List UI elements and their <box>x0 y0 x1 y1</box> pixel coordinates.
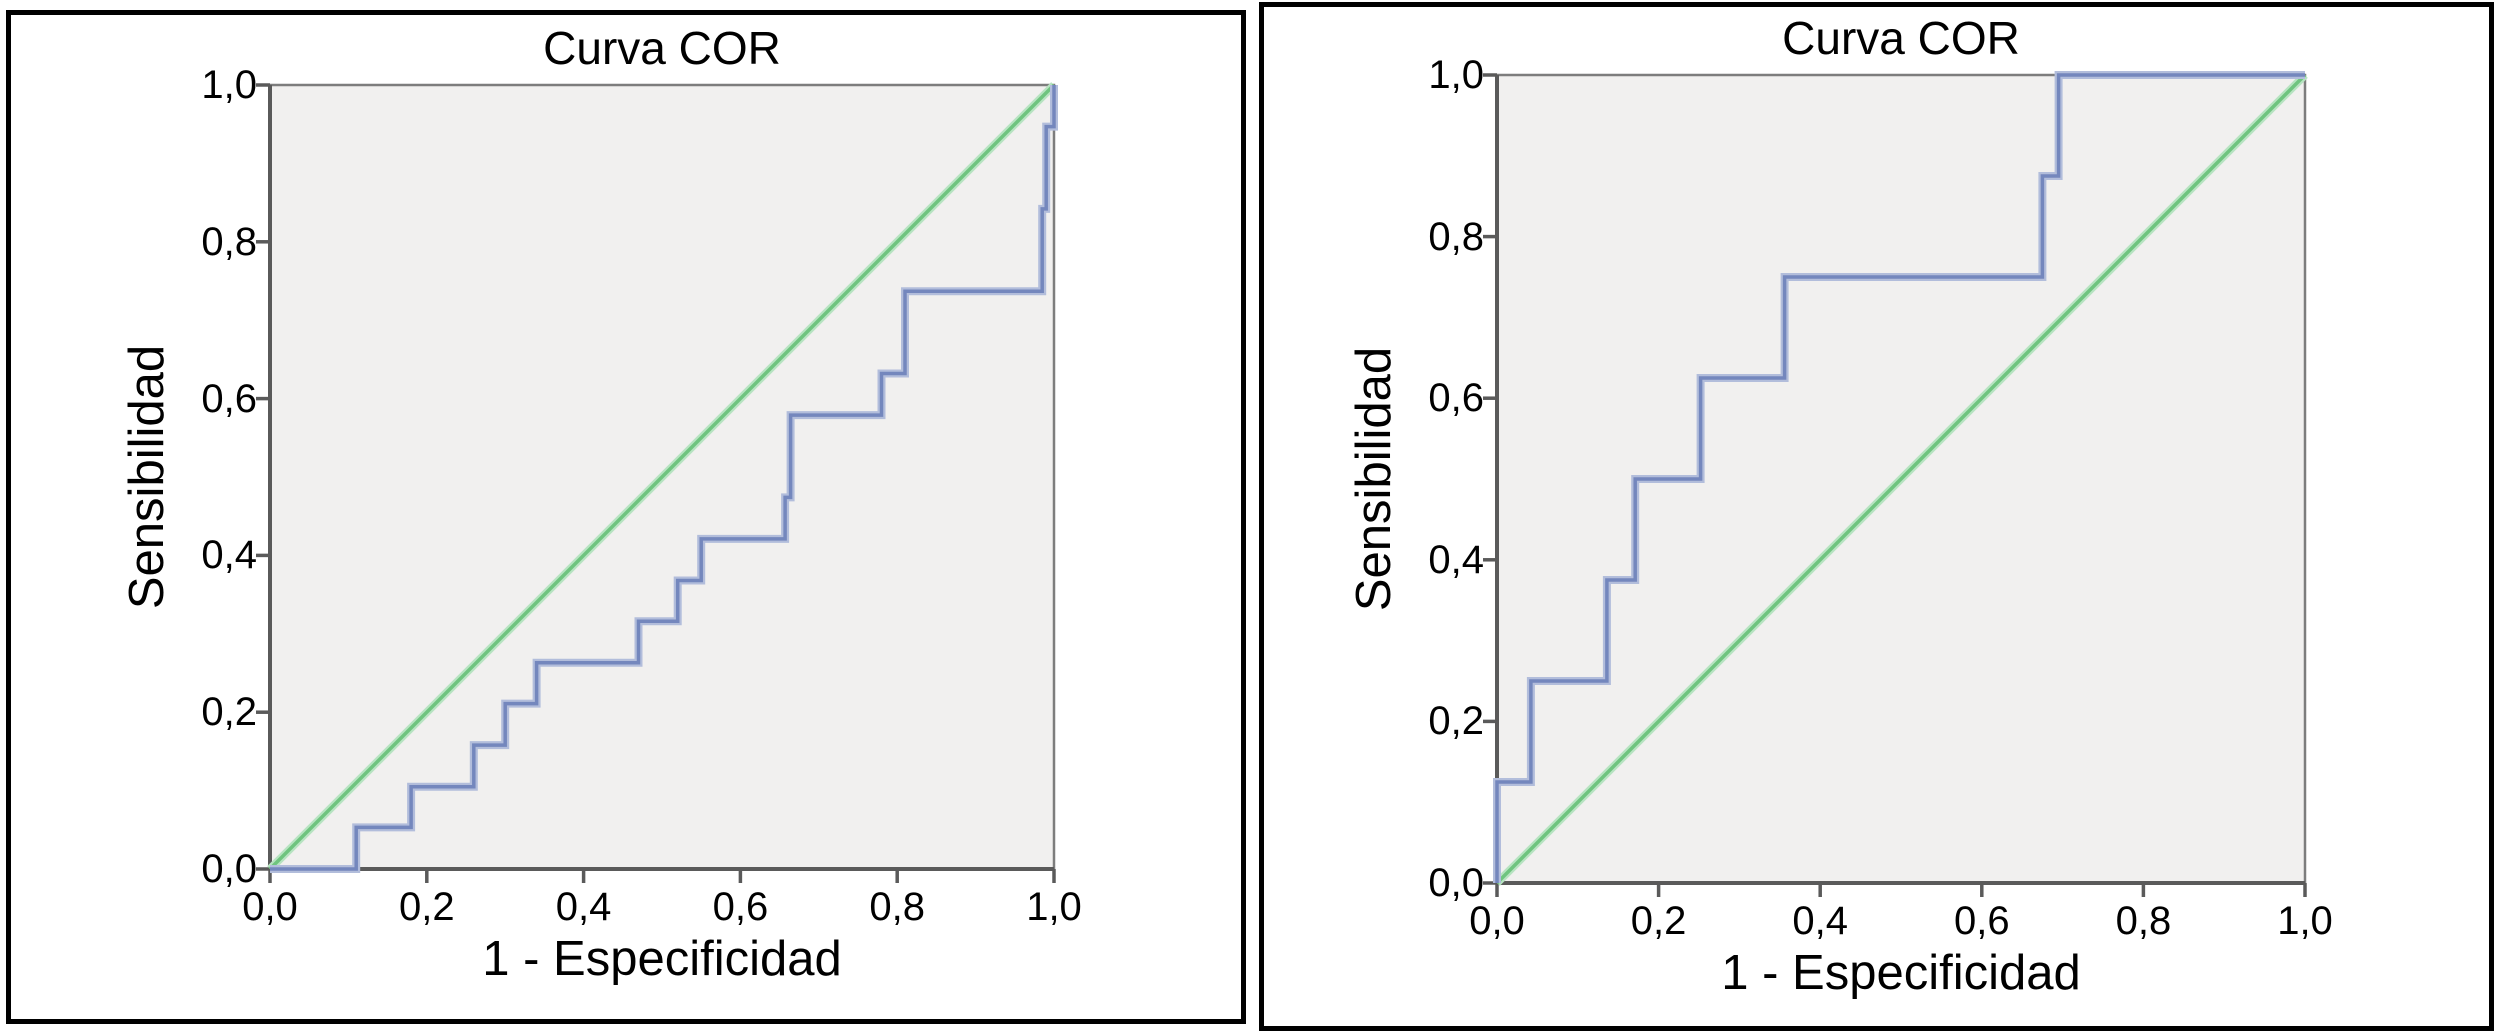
plot-area: Curva COR 1 - Especificidad Sensibilidad… <box>120 23 1082 985</box>
y-tick-label: 0,8 <box>1428 214 1484 259</box>
roc-curve <box>270 85 1058 873</box>
x-tick-label: 0,6 <box>1953 899 2010 943</box>
roc-chart-svg <box>256 82 1058 883</box>
y-tick-label: 0,2 <box>201 690 257 735</box>
x-tick-label: 1,0 <box>2277 899 2333 943</box>
y-tick-label: 0,4 <box>1428 537 1484 582</box>
y-tick-label: 0,2 <box>1428 699 1484 744</box>
reference-diagonal <box>1494 72 2308 886</box>
x-tick-label: 0,4 <box>555 885 612 929</box>
x-tick-label: 0,8 <box>2115 899 2172 943</box>
y-tick-label: 0,6 <box>201 376 257 421</box>
y-axis-label: Sensibilidad <box>1347 346 1402 612</box>
chart-title: Curva COR <box>543 21 781 74</box>
y-axis-label: Sensibilidad <box>120 344 175 610</box>
x-tick-label: 0,4 <box>1792 899 1848 943</box>
x-tick-label: 0,0 <box>242 885 298 929</box>
roc-chart-svg <box>1483 71 2308 897</box>
reference-diagonal <box>267 82 1057 872</box>
y-tick-label: 0,0 <box>201 847 257 891</box>
y-tick-label: 0,4 <box>201 533 257 578</box>
x-tick-label: 0,2 <box>1630 899 1687 943</box>
roc-panel-right: Curva COR 1 - Especificidad Sensibilidad… <box>1259 2 2494 1031</box>
x-tick-label: 0,8 <box>869 885 925 929</box>
x-tick-label: 0,2 <box>398 885 455 929</box>
x-tick-label: 0,0 <box>1469 899 1525 943</box>
roc-panel-left: Curva COR 1 - Especificidad Sensibilidad… <box>6 10 1246 1024</box>
y-tick-label: 1,0 <box>201 63 257 107</box>
x-tick-label: 1,0 <box>1026 885 1082 929</box>
y-tick-label: 0,8 <box>201 219 257 264</box>
chart-title: Curva COR <box>1782 11 2020 64</box>
roc-curve <box>1493 71 2305 883</box>
plot-area: Curva COR 1 - Especificidad Sensibilidad… <box>1347 13 2333 999</box>
y-tick-label: 0,0 <box>1428 861 1484 905</box>
x-tick-label: 0,6 <box>712 885 769 929</box>
y-tick-label: 0,6 <box>1428 376 1484 421</box>
x-axis-label: 1 - Especificidad <box>482 932 842 986</box>
x-axis-label: 1 - Especificidad <box>1721 946 2081 1000</box>
y-tick-label: 1,0 <box>1428 53 1484 97</box>
